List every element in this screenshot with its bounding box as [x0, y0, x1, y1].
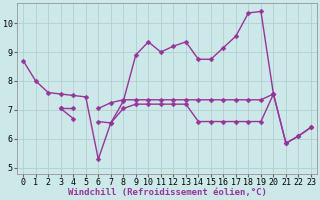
X-axis label: Windchill (Refroidissement éolien,°C): Windchill (Refroidissement éolien,°C) — [68, 188, 267, 197]
